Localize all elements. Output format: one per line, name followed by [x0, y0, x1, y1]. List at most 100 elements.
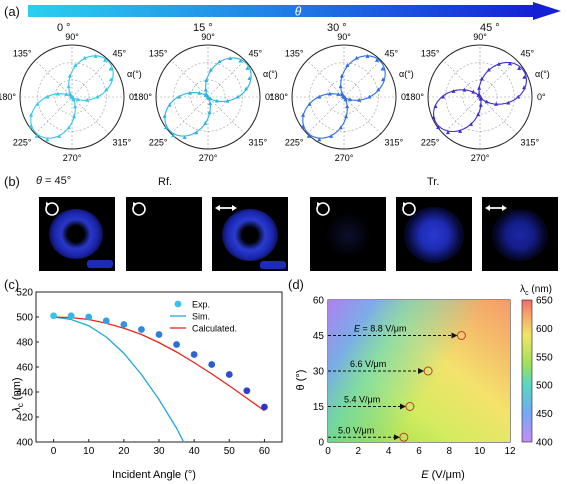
polar-angle-label: 135°: [285, 48, 304, 58]
panel-a-label: (a): [4, 4, 20, 19]
polar-data-point: [339, 73, 344, 78]
c-y-axis-label: λc (nm): [11, 377, 25, 413]
polar-outer-circle: [155, 44, 261, 150]
polar-data-point: [348, 97, 353, 102]
chart-c: 0 10 20 30 40 50 60 400 420 440 460 480 500 520 Exp. S…: [11, 288, 283, 481]
polar-data-point: [522, 74, 527, 79]
c-exp-point: [85, 313, 93, 321]
polar-data-point: [73, 104, 78, 109]
c-exp-point: [225, 371, 233, 378]
polar-angle-label: 135°: [149, 48, 168, 58]
polar-data-point: [345, 63, 350, 67]
rf-image-3: [212, 197, 288, 271]
d-colorbar-tick-label: 500: [536, 381, 553, 392]
polar-data-point: [354, 55, 359, 60]
polar-data-point: [208, 101, 213, 106]
polar-angle-label: 45°: [521, 48, 535, 58]
d-point-label: 5.0 V/μm: [338, 425, 374, 435]
d-x-tick-label: 0: [325, 446, 331, 457]
polar-data-point: [70, 95, 75, 100]
c-x-tick-label: 60: [259, 446, 271, 457]
polar-data-point: [203, 87, 208, 92]
polar-data-point: [469, 122, 474, 126]
c-sim-line: [53, 316, 185, 443]
c-legend-exp-label: Exp.: [192, 300, 210, 310]
rf-label: Rf.: [158, 176, 173, 188]
polar-data-point: [171, 133, 176, 138]
polar-data-point: [458, 129, 463, 133]
d-point-label: E = 8.8 V/μm: [354, 324, 406, 334]
d-point-marker: [423, 366, 433, 376]
polar-data-point: [507, 61, 512, 66]
polar-angle-label: 225°: [13, 138, 32, 148]
polar-outer-circle: [19, 44, 125, 150]
c-x-tick-label: 30: [153, 446, 165, 457]
d-x-axis-label: E (V/μm): [421, 469, 465, 481]
polar-plot-2: 90° 45° 0° 315° 270° 225° 180° 135° α(°): [269, 32, 413, 163]
polar-angle-label: 45°: [113, 48, 127, 58]
theta-symbol: θ: [295, 5, 302, 19]
polar-data-point: [301, 112, 306, 117]
polar-angle-label: 45°: [249, 48, 263, 58]
c-exp-point: [208, 361, 216, 368]
circular-polarization-icon: [45, 202, 59, 216]
d-point-marker: [405, 402, 415, 411]
polar-data-point: [329, 134, 334, 138]
polar-angle-label: 180°: [405, 92, 424, 102]
theta-45-caption: θ = 45°: [36, 175, 72, 187]
angle-30-label: 30 °: [327, 22, 347, 34]
polar-angle-label: 90°: [201, 32, 215, 42]
c-y-tick-label: 400: [16, 438, 33, 449]
c-exp-point: [261, 403, 268, 411]
polar-data-point: [163, 125, 168, 130]
polar-plot-3: 90° 45° 0° 315° 270° 225° 180° 135° α(°): [405, 32, 549, 163]
polar-data-point: [317, 137, 322, 142]
polar-angle-label: 270°: [199, 153, 218, 163]
theta-gradient-arrow: θ: [28, 2, 561, 20]
polar-data-point: [228, 56, 233, 61]
polar-angle-label: 90°: [473, 32, 487, 42]
polar-angle-label: 225°: [285, 138, 304, 148]
polar-data-point: [343, 97, 348, 102]
polar-data-point: [476, 112, 481, 117]
tr-image-3: [482, 197, 558, 271]
polar-data-point: [177, 94, 182, 99]
d-colorbar-tick-label: 650: [536, 296, 553, 307]
polar-data-point: [338, 84, 343, 89]
c-exp-point: [67, 312, 75, 320]
polar-data-point: [300, 124, 305, 129]
polar-data-point: [235, 94, 240, 99]
circular-polarization-icon: [402, 202, 416, 216]
polar-data-point: [471, 89, 476, 94]
polar-data-point: [95, 94, 100, 99]
d-y-axis-label: θ (°): [295, 370, 307, 391]
polar-angle-label: 0°: [401, 92, 410, 102]
c-exp-point: [120, 321, 128, 328]
d-x-tick-label: 12: [504, 446, 516, 457]
polar-plots: 90° 45° 0° 315° 270° 225° 180° 135° α(°) 90° 45° 0°…: [0, 32, 550, 163]
polar-data-point: [93, 54, 98, 58]
rf-image-1: [39, 197, 115, 271]
rf-image-2: [126, 197, 202, 271]
polar-data-point: [522, 85, 527, 90]
polar-data-point: [336, 92, 341, 96]
polar-data-point: [45, 94, 50, 99]
polar-data-point: [327, 91, 332, 96]
c-legend-sim-label: Sim.: [192, 312, 210, 322]
alpha-label: α(°): [127, 69, 142, 79]
polar-data-point: [517, 66, 522, 71]
polar-angle-label: 270°: [335, 153, 354, 163]
polar-angle-label: 270°: [63, 153, 82, 163]
polar-data-point: [345, 104, 350, 109]
polar-angle-label: 45°: [385, 48, 399, 58]
c-exp-point: [50, 312, 57, 320]
polar-angle-label: 315°: [521, 138, 540, 148]
polar-angle-label: 315°: [385, 138, 404, 148]
alpha-label: α(°): [535, 69, 550, 79]
polar-angle-label: 0°: [265, 92, 274, 102]
polar-data-point: [486, 67, 491, 72]
c-exp-point: [243, 387, 251, 395]
polar-data-point: [441, 94, 446, 99]
c-exp-point: [155, 331, 163, 338]
d-y-tick-label: 0: [318, 438, 324, 449]
